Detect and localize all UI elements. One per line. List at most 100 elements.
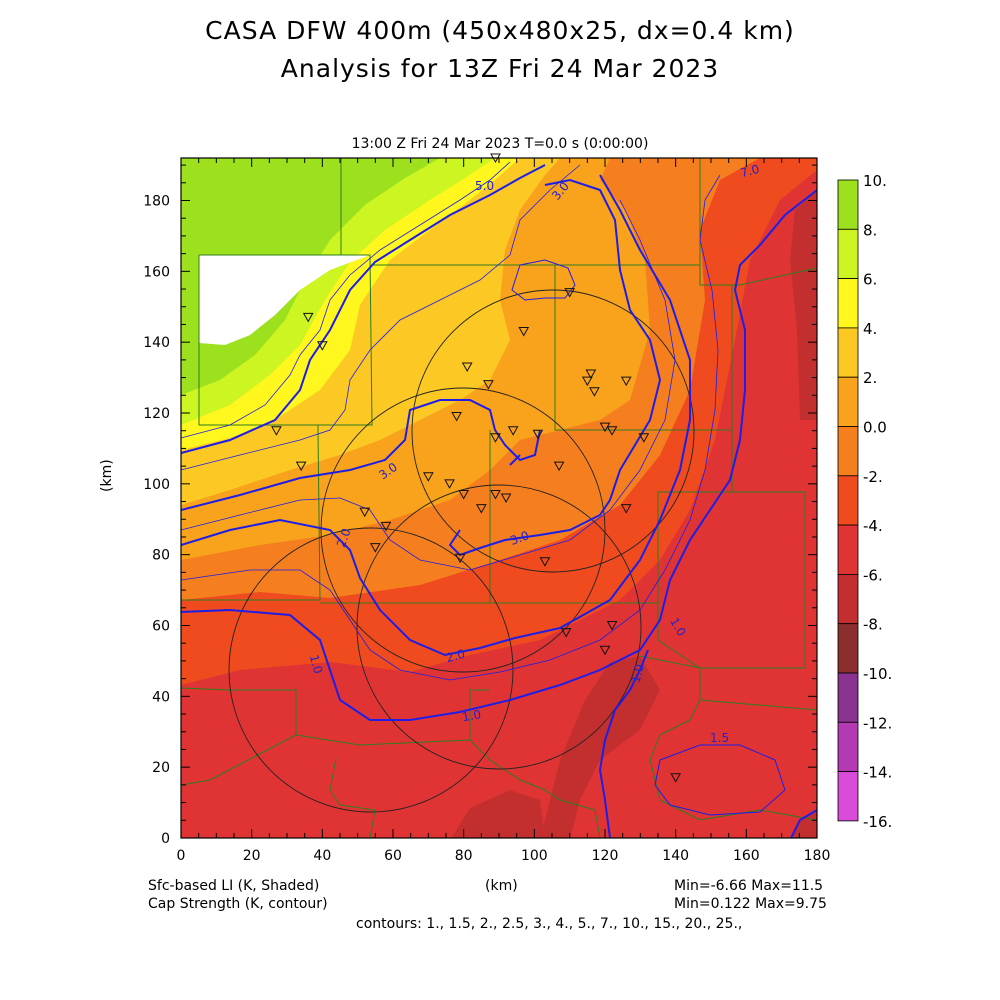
station-triangle — [589, 387, 600, 397]
contour-1-south — [598, 649, 649, 838]
colorbar-label-minus14: -14. — [863, 764, 892, 782]
axis-ticks — [180, 158, 818, 839]
contour-7 — [181, 161, 511, 439]
x-tick-label-100: 100 — [521, 848, 548, 864]
li-band-minus6-southeast — [791, 810, 817, 838]
colorbar-label-minus12: -12. — [863, 714, 892, 732]
colorbar-swatch — [837, 475, 859, 526]
contour-label-1.5: 1.5 — [710, 731, 729, 745]
colorbar-label-6: 6. — [863, 271, 877, 289]
colorbar-label-4: 4. — [863, 320, 877, 338]
colorbar-swatch — [837, 327, 859, 378]
y-tick-label-60: 60 — [152, 619, 170, 635]
station-triangle — [458, 489, 470, 500]
station-triangle — [553, 461, 565, 472]
station-markers — [271, 153, 682, 783]
station-triangle — [564, 288, 576, 298]
station-triangle — [475, 504, 487, 514]
colorbar-label-minus2: -2. — [863, 468, 883, 486]
colorbar-label-minus10: -10. — [863, 665, 892, 683]
x-tick-label-60: 60 — [384, 848, 402, 864]
colorbar-swatch — [837, 426, 859, 477]
station-triangle — [359, 507, 371, 518]
station-triangle — [490, 433, 501, 443]
x-tick-label-140: 140 — [662, 848, 689, 864]
y-tick-label-0: 0 — [161, 831, 170, 847]
shaded-min-max: Min=-6.66 Max=11.5 — [674, 878, 824, 894]
y-tick-label-100: 100 — [143, 477, 170, 493]
colorbar-label-2: 2. — [863, 369, 877, 387]
colorbar-swatch — [837, 179, 859, 230]
colorbar — [837, 179, 859, 822]
x-tick-label-40: 40 — [313, 848, 331, 864]
colorbar-label-8: 8. — [863, 221, 877, 239]
station-triangle — [302, 312, 314, 323]
y-tick-label-160: 160 — [143, 264, 170, 280]
shaded-field-label: Sfc-based LI (K, Shaded) — [148, 878, 320, 894]
y-tick-label-20: 20 — [152, 760, 170, 776]
colorbar-swatch — [837, 721, 859, 772]
station-triangle — [295, 461, 307, 472]
contour-label-2-west: 2.0 — [334, 527, 354, 550]
station-triangle — [380, 521, 392, 532]
contour-3-loop — [511, 259, 576, 301]
colorbar-label-minus4: -4. — [863, 517, 883, 535]
station-triangle — [532, 429, 544, 440]
radar-ring-1 — [411, 289, 695, 573]
colorbar-label-minus8: -8. — [863, 616, 883, 634]
map-title-line1: CASA DFW 400m (450x480x25, dx=0.4 km) — [205, 16, 795, 45]
contour-label-1-se: 1.0 — [628, 663, 646, 685]
colorbar-swatch — [837, 771, 859, 822]
x-tick-label-120: 120 — [592, 848, 619, 864]
missing-data-region — [199, 255, 370, 345]
colorbar-label-minus6: -6. — [863, 566, 883, 584]
colorbar-swatch — [837, 672, 859, 723]
contour-2.5 — [181, 199, 676, 571]
colorbar-swatch — [837, 376, 859, 427]
y-tick-label-140: 140 — [143, 335, 170, 351]
valid-time-label: 13:00 Z Fri 24 Mar 2023 T=0.0 s (0:00:00… — [351, 136, 649, 152]
station-triangle — [490, 489, 501, 500]
li-shading — [181, 158, 817, 838]
cap-strength-contours — [181, 161, 817, 838]
station-triangle — [483, 380, 494, 390]
radar-range-rings — [228, 289, 695, 813]
contour-5 — [181, 164, 546, 454]
station-triangle — [620, 376, 632, 387]
x-tick-label-20: 20 — [243, 848, 261, 864]
y-tick-label-40: 40 — [152, 689, 170, 705]
contour-3 — [181, 178, 662, 557]
li-band-minus6-southwest — [451, 790, 545, 838]
colorbar-label-10: 10. — [863, 172, 887, 190]
x-tick-label-180: 180 — [804, 848, 831, 864]
contour-label-3-center: 3.0 — [508, 528, 531, 548]
station-triangle — [620, 504, 632, 514]
radar-ring-2 — [320, 387, 606, 673]
colorbar-swatch — [837, 623, 859, 674]
x-tick-label-160: 160 — [733, 848, 760, 864]
y-tick-labels: 0 20 40 60 80 100 120 140 160 180 — [143, 194, 170, 848]
county-boundaries — [181, 158, 817, 838]
x-tick-labels: 0 20 40 60 80 100 120 140 160 180 — [177, 848, 831, 864]
contour-levels: contours: 1., 1.5, 2., 2.5, 3., 4., 5., … — [356, 916, 743, 932]
station-triangle — [670, 773, 682, 783]
contour-label-7: 7.0 — [739, 162, 761, 180]
x-tick-label-0: 0 — [177, 848, 186, 864]
contour-1-north — [181, 189, 817, 721]
station-triangle — [581, 376, 593, 387]
colorbar-label-0: 0.0 — [863, 419, 887, 437]
contour-min-max: Min=0.122 Max=9.75 — [674, 896, 827, 912]
y-tick-label-120: 120 — [143, 406, 170, 422]
radar-ring-3 — [356, 484, 642, 770]
station-triangle — [518, 327, 530, 337]
station-triangle — [606, 621, 618, 631]
y-tick-label-180: 180 — [143, 194, 170, 210]
li-band-minus6-south — [540, 656, 660, 838]
radar-ring-4 — [228, 527, 514, 813]
x-tick-label-80: 80 — [455, 848, 473, 864]
station-triangle — [507, 426, 519, 436]
map-title-line2: Analysis for 13Z Fri 24 Mar 2023 — [280, 54, 720, 83]
station-triangle — [451, 412, 462, 422]
station-triangle — [560, 628, 572, 638]
